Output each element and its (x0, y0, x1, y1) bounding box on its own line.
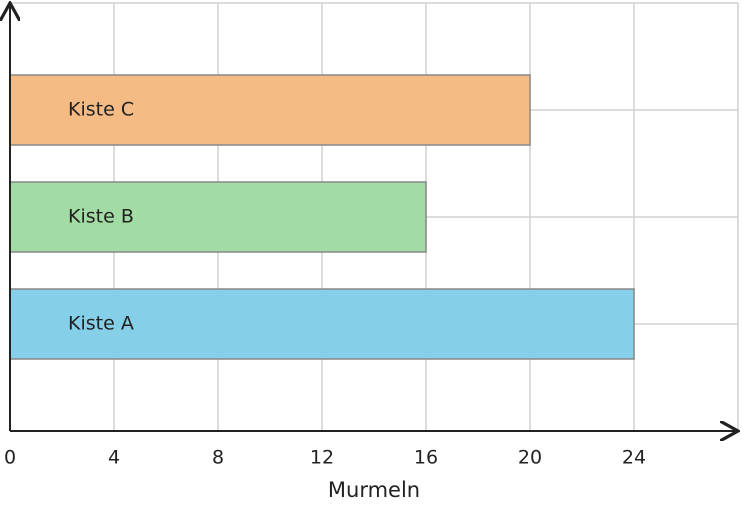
category-label: Kiste C (68, 99, 134, 121)
x-axis-title: Murmeln (328, 478, 420, 502)
category-label: Kiste B (68, 206, 134, 228)
x-tick-label: 24 (622, 447, 646, 469)
x-tick-label: 12 (310, 447, 334, 469)
category-label: Kiste A (68, 313, 134, 335)
x-tick-label: 16 (414, 447, 438, 469)
bar (9, 288, 635, 360)
x-tick-label: 20 (518, 447, 542, 469)
x-tick-label: 8 (212, 447, 224, 469)
x-tick-label: 4 (108, 447, 120, 469)
bar (9, 181, 427, 253)
x-tick-label: 0 (4, 447, 16, 469)
